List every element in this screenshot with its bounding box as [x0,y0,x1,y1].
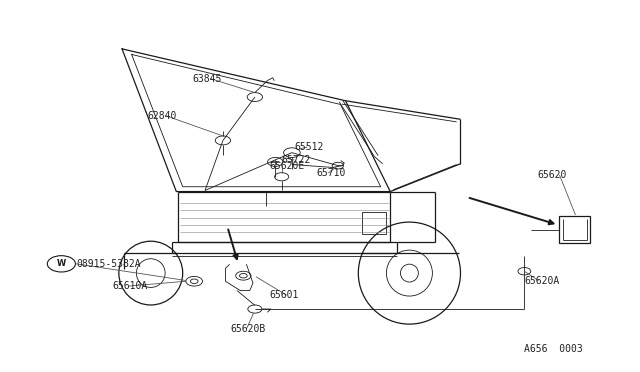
Text: 63845: 63845 [192,74,221,84]
Text: 08915-5382A: 08915-5382A [76,259,141,269]
Text: 62840: 62840 [148,110,177,121]
Text: W: W [57,259,66,268]
Text: 65620: 65620 [537,170,566,180]
Text: 65710: 65710 [317,168,346,178]
Text: 65620B: 65620B [230,324,266,334]
Bar [362,212,386,234]
Text: 65601: 65601 [269,290,298,300]
Text: 65722: 65722 [282,155,311,165]
Text: 65620A: 65620A [524,276,559,285]
Text: A656  0003: A656 0003 [524,344,583,354]
Text: 65512: 65512 [294,142,324,152]
Text: 65610A: 65610A [113,281,148,291]
Text: 65620E: 65620E [269,161,304,171]
Bar [559,216,590,243]
